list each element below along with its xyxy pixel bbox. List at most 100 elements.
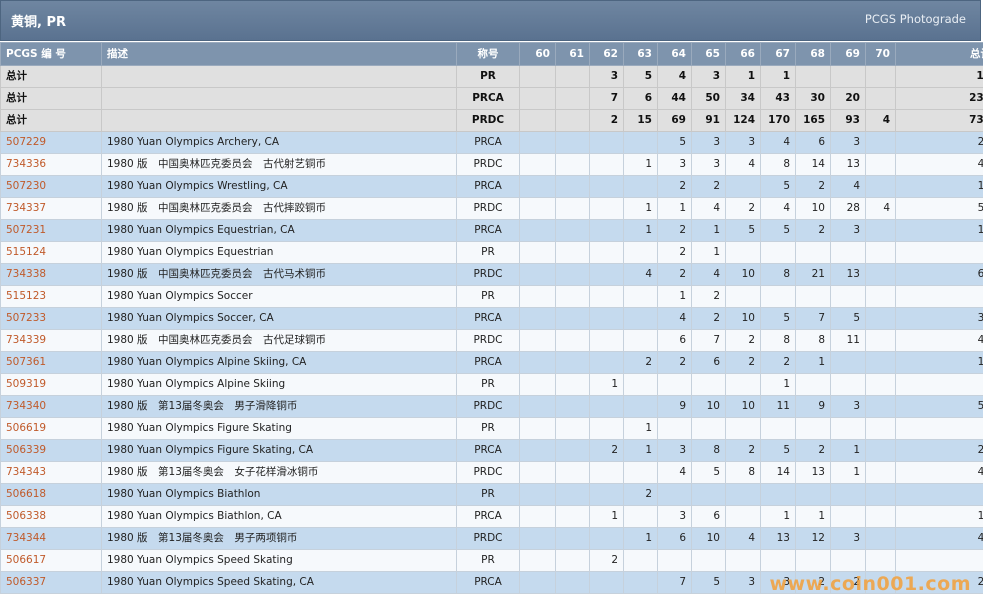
column-header[interactable]: 69 <box>830 42 866 66</box>
pcgs-code-link[interactable]: 515124 <box>0 241 102 264</box>
grade-count-cell: 28 <box>830 197 866 220</box>
grade-count-cell: 2 <box>795 175 831 198</box>
row-total-cell: 2 <box>895 373 983 396</box>
pcgs-code-link[interactable]: 507231 <box>0 219 102 242</box>
column-header[interactable]: 60 <box>519 42 556 66</box>
pcgs-code-link[interactable]: 507229 <box>0 131 102 154</box>
column-header[interactable]: 63 <box>623 42 658 66</box>
row-total-cell: 17 <box>895 65 983 88</box>
grade-count-cell: 9 <box>657 395 692 418</box>
grade-count-cell: 4 <box>865 197 896 220</box>
grade-count-cell: 9 <box>795 395 831 418</box>
total-label: 总计 <box>0 109 102 132</box>
column-header[interactable]: 称号 <box>456 42 520 66</box>
grade-count-cell <box>519 505 556 528</box>
grade-count-cell <box>725 175 761 198</box>
grade-count-cell <box>865 65 896 88</box>
grade-count-cell <box>519 439 556 462</box>
description-cell: 1980 Yuan Olympics Figure Skating <box>101 417 457 440</box>
column-header[interactable]: 描述 <box>101 42 457 66</box>
grade-count-cell <box>519 373 556 396</box>
grade-count-cell <box>865 549 896 572</box>
pcgs-code-link[interactable]: 507230 <box>0 175 102 198</box>
grade-count-cell: 1 <box>725 65 761 88</box>
description-cell <box>101 109 457 132</box>
grade-count-cell <box>555 241 590 264</box>
grade-count-cell <box>589 461 624 484</box>
row-total-cell: 54 <box>895 197 983 220</box>
pcgs-code-link[interactable]: 507361 <box>0 351 102 374</box>
pcgs-code-link[interactable]: 506619 <box>0 417 102 440</box>
grade-count-cell <box>830 65 866 88</box>
grade-count-cell: 8 <box>760 263 796 286</box>
column-header[interactable]: 68 <box>795 42 831 66</box>
pcgs-code-link[interactable]: 734337 <box>0 197 102 220</box>
column-header[interactable]: PCGS 编 号 <box>0 42 102 66</box>
grade-count-cell <box>519 395 556 418</box>
grade-count-cell: 1 <box>589 505 624 528</box>
pcgs-code-link[interactable]: 506339 <box>0 439 102 462</box>
column-header[interactable]: 67 <box>760 42 796 66</box>
row-total-cell: 1 <box>895 417 983 440</box>
pcgs-code-link[interactable]: 506337 <box>0 571 102 594</box>
grade-count-cell: 4 <box>830 175 866 198</box>
column-header[interactable]: 64 <box>657 42 692 66</box>
grade-count-cell <box>865 395 896 418</box>
grade-count-cell: 2 <box>691 175 726 198</box>
column-header[interactable]: 70 <box>865 42 896 66</box>
row-total-cell: 15 <box>895 175 983 198</box>
grade-count-cell <box>623 307 658 330</box>
grade-count-cell: 4 <box>725 153 761 176</box>
pcgs-code-link[interactable]: 734336 <box>0 153 102 176</box>
grade-count-cell: 13 <box>830 263 866 286</box>
column-header[interactable]: 65 <box>691 42 726 66</box>
grade-count-cell: 4 <box>760 197 796 220</box>
pcgs-code-link[interactable]: 506618 <box>0 483 102 506</box>
column-header[interactable]: 总计 <box>895 42 983 66</box>
pcgs-code-link[interactable]: 734344 <box>0 527 102 550</box>
grade-count-cell <box>589 219 624 242</box>
grade-count-cell <box>623 395 658 418</box>
page-title: 黄铜, PR <box>11 15 67 30</box>
pcgs-code-link[interactable]: 734343 <box>0 461 102 484</box>
pcgs-photograde-link[interactable]: PCGS Photograde <box>864 12 966 26</box>
grade-count-cell: 69 <box>657 109 692 132</box>
pcgs-code-link[interactable]: 506338 <box>0 505 102 528</box>
pcgs-code-link[interactable]: 515123 <box>0 285 102 308</box>
pcgs-code-link[interactable]: 507233 <box>0 307 102 330</box>
grade-count-cell: 4 <box>760 131 796 154</box>
designation-cell: PR <box>456 483 520 506</box>
pcgs-code-link[interactable]: 506617 <box>0 549 102 572</box>
grade-count-cell: 5 <box>725 219 761 242</box>
column-header[interactable]: 66 <box>725 42 761 66</box>
grade-count-cell: 11 <box>830 329 866 352</box>
grade-count-cell: 10 <box>725 395 761 418</box>
grade-count-cell: 8 <box>760 153 796 176</box>
row-total-cell: 733 <box>895 109 983 132</box>
pcgs-code-link[interactable]: 509319 <box>0 373 102 396</box>
designation-cell: PRDC <box>456 329 520 352</box>
table-row: 734338 1980 版 中国奥林匹克委员会 古代马术铜币 PRDC 4 2 4 10 8 2… <box>0 263 983 286</box>
grade-count-cell: 4 <box>865 109 896 132</box>
grade-count-cell <box>657 373 692 396</box>
grade-count-cell: 1 <box>657 197 692 220</box>
grade-count-cell: 1 <box>623 197 658 220</box>
column-header[interactable]: 61 <box>555 42 590 66</box>
description-cell: 1980 版 中国奥林匹克委员会 古代马术铜币 <box>101 263 457 286</box>
table-row: 734336 1980 版 中国奥林匹克委员会 古代射艺铜币 PRDC 1 3 3 4 8 14… <box>0 153 983 176</box>
grade-count-cell: 7 <box>657 571 692 594</box>
grade-count-cell <box>519 461 556 484</box>
description-cell: 1980 版 第13届冬奥会 男子两项铜币 <box>101 527 457 550</box>
column-header[interactable]: 62 <box>589 42 624 66</box>
pcgs-code-link[interactable]: 734339 <box>0 329 102 352</box>
designation-cell: PR <box>456 285 520 308</box>
column-header-row: PCGS 编 号描述称号6061626364656667686970总计 <box>0 42 983 66</box>
pcgs-code-link[interactable]: 734340 <box>0 395 102 418</box>
designation-cell: PR <box>456 549 520 572</box>
grade-count-cell <box>555 109 590 132</box>
grade-count-cell: 6 <box>657 527 692 550</box>
row-total-cell: 2 <box>895 483 983 506</box>
row-total-cell: 33 <box>895 307 983 330</box>
pcgs-code-link[interactable]: 734338 <box>0 263 102 286</box>
grade-count-cell: 2 <box>589 439 624 462</box>
